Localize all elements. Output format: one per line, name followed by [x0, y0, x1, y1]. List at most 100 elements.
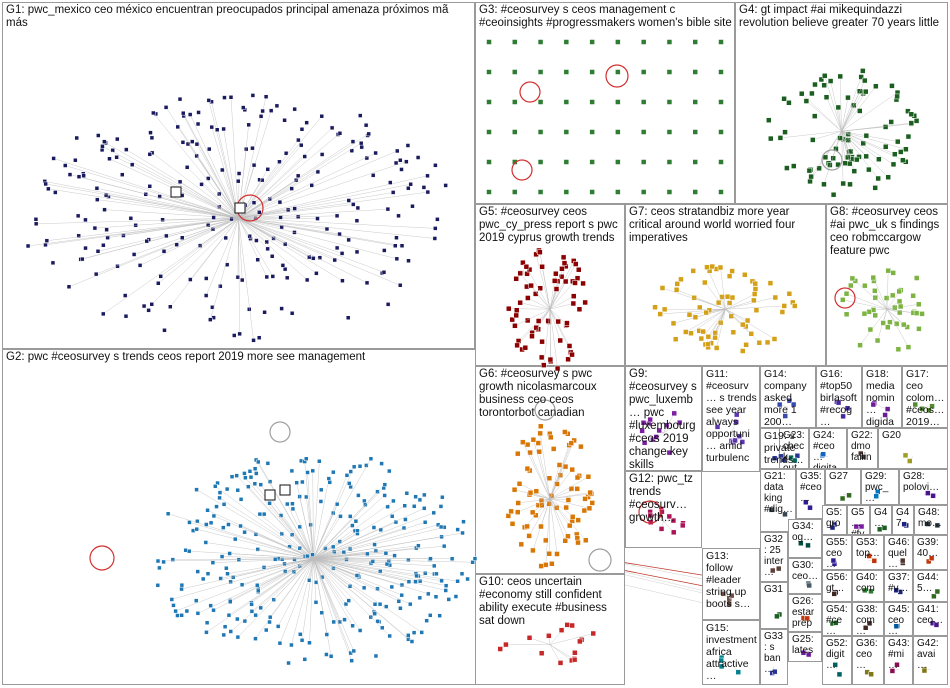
graph-node[interactable] [258, 114, 264, 119]
graph-node[interactable] [821, 73, 828, 79]
graph-node[interactable] [860, 454, 867, 460]
graph-node[interactable] [901, 521, 907, 527]
graph-node[interactable] [905, 108, 911, 114]
graph-node[interactable] [232, 333, 237, 338]
graph-node[interactable] [533, 488, 540, 494]
graph-node[interactable] [279, 306, 284, 311]
graph-node[interactable] [555, 318, 561, 325]
graph-node[interactable] [718, 39, 724, 45]
graph-node[interactable] [465, 576, 470, 582]
graph-node[interactable] [179, 235, 185, 240]
graph-node[interactable] [414, 573, 419, 579]
graph-node[interactable] [562, 429, 568, 435]
graph-node[interactable] [396, 213, 401, 219]
graph-node[interactable] [898, 149, 904, 155]
graph-node[interactable] [832, 662, 838, 668]
graph-node[interactable] [433, 226, 438, 231]
graph-node[interactable] [411, 504, 417, 509]
graph-node[interactable] [195, 519, 200, 524]
graph-node[interactable] [778, 453, 784, 460]
graph-node[interactable] [856, 88, 863, 95]
graph-node[interactable] [811, 113, 818, 119]
graph-node[interactable] [827, 78, 834, 84]
graph-node[interactable] [524, 523, 530, 530]
graph-node[interactable] [377, 569, 383, 574]
graph-node[interactable] [866, 620, 873, 627]
graph-node[interactable] [771, 455, 778, 461]
graph-node[interactable] [235, 178, 241, 184]
graph-node[interactable] [776, 401, 783, 408]
graph-node[interactable] [158, 274, 163, 279]
graph-node[interactable] [67, 172, 73, 177]
graph-node[interactable] [83, 217, 88, 223]
graph-node[interactable] [63, 163, 68, 168]
graph-node[interactable] [206, 98, 212, 103]
graph-node[interactable] [692, 129, 698, 135]
graph-node[interactable] [522, 344, 529, 351]
graph-node[interactable] [449, 556, 455, 562]
graph-node[interactable] [848, 282, 854, 289]
graph-node[interactable] [344, 473, 350, 478]
graph-node[interactable] [772, 294, 779, 301]
graph-node[interactable] [399, 243, 405, 248]
graph-node[interactable] [563, 159, 570, 165]
graph-node[interactable] [358, 140, 364, 146]
graph-node[interactable] [394, 256, 400, 262]
graph-node[interactable] [900, 321, 907, 328]
graph-node[interactable] [364, 463, 369, 468]
graph-node[interactable] [849, 275, 856, 282]
graph-node[interactable] [334, 245, 340, 251]
graph-node[interactable] [663, 422, 670, 429]
graph-node[interactable] [809, 90, 815, 97]
graph-node[interactable] [690, 268, 696, 274]
graph-node[interactable] [576, 306, 583, 313]
graph-node[interactable] [351, 202, 356, 207]
graph-node[interactable] [219, 554, 225, 559]
graph-node[interactable] [272, 557, 278, 562]
graph-node[interactable] [589, 99, 595, 105]
graph-node[interactable] [238, 497, 244, 502]
graph-node[interactable] [751, 297, 757, 304]
graph-node[interactable] [671, 410, 677, 417]
graph-node[interactable] [171, 603, 176, 608]
graph-node[interactable] [168, 304, 173, 309]
graph-node[interactable] [934, 588, 941, 595]
graph-node[interactable] [913, 275, 920, 281]
graph-node[interactable] [247, 307, 252, 312]
graph-node[interactable] [399, 167, 404, 172]
graph-node[interactable] [726, 601, 732, 608]
graph-node[interactable] [782, 511, 788, 518]
graph-node[interactable] [210, 560, 216, 565]
graph-node[interactable] [934, 522, 941, 529]
graph-node[interactable] [511, 486, 518, 493]
graph-node[interactable] [812, 81, 818, 88]
graph-node[interactable] [884, 406, 891, 412]
graph-node[interactable] [928, 555, 935, 561]
graph-node[interactable] [740, 321, 746, 328]
graph-node[interactable] [371, 525, 377, 530]
graph-node[interactable] [390, 190, 396, 195]
graph-node[interactable] [872, 312, 878, 319]
graph-node[interactable] [258, 605, 263, 611]
graph-node[interactable] [263, 94, 269, 99]
graph-node[interactable] [328, 653, 334, 659]
graph-node[interactable] [221, 632, 227, 638]
graph-node[interactable] [513, 312, 519, 319]
graph-node[interactable] [148, 130, 153, 135]
graph-node[interactable] [688, 330, 694, 336]
graph-node[interactable] [221, 126, 226, 132]
graph-node[interactable] [396, 599, 402, 604]
graph-node[interactable] [692, 159, 698, 165]
graph-node[interactable] [576, 266, 582, 273]
graph-node[interactable] [382, 493, 387, 498]
graph-node[interactable] [557, 660, 564, 666]
graph-node[interactable] [319, 152, 325, 157]
graph-node[interactable] [211, 607, 216, 613]
graph-node[interactable] [234, 473, 239, 478]
graph-node[interactable] [890, 270, 896, 276]
graph-node[interactable] [205, 571, 211, 576]
graph-node[interactable] [512, 159, 518, 165]
graph-node[interactable] [428, 613, 433, 618]
graph-node[interactable] [372, 611, 377, 616]
graph-node[interactable] [422, 520, 428, 525]
